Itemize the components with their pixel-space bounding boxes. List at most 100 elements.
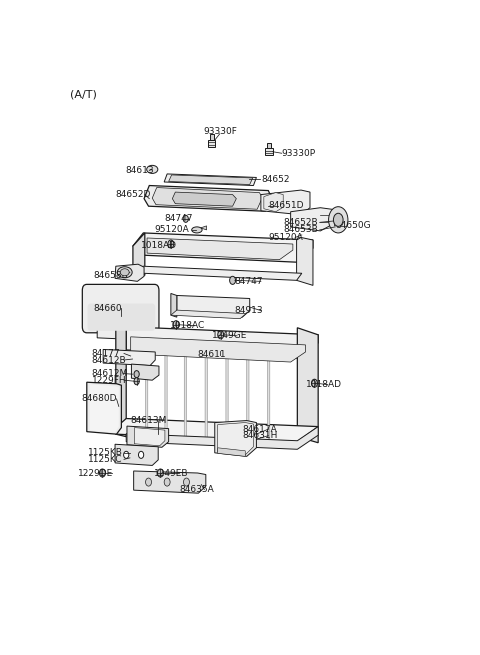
Circle shape: [145, 478, 152, 486]
Text: 84612M: 84612M: [92, 369, 128, 378]
Text: 1229DE: 1229DE: [78, 468, 113, 477]
Polygon shape: [201, 226, 206, 230]
Text: 84658B: 84658B: [94, 271, 128, 280]
Polygon shape: [215, 421, 256, 457]
Circle shape: [183, 215, 188, 222]
Text: 1229FH: 1229FH: [92, 376, 126, 384]
Polygon shape: [133, 233, 313, 262]
Text: 84653B: 84653B: [283, 225, 318, 234]
Circle shape: [168, 240, 174, 248]
Polygon shape: [87, 383, 121, 434]
Text: 84652D: 84652D: [115, 190, 150, 199]
Polygon shape: [97, 327, 157, 341]
Polygon shape: [147, 238, 293, 259]
Polygon shape: [115, 444, 158, 466]
Polygon shape: [115, 264, 144, 282]
Circle shape: [173, 321, 179, 329]
Polygon shape: [126, 327, 318, 358]
Text: 95120A: 95120A: [268, 233, 303, 242]
Ellipse shape: [117, 267, 132, 278]
Polygon shape: [131, 337, 305, 362]
Text: 1018AD: 1018AD: [305, 381, 341, 389]
Polygon shape: [265, 148, 273, 155]
Polygon shape: [133, 471, 206, 493]
Polygon shape: [152, 187, 263, 209]
Ellipse shape: [147, 165, 158, 174]
Polygon shape: [177, 295, 250, 317]
Text: 1018AC: 1018AC: [170, 321, 205, 330]
Text: 84913: 84913: [234, 306, 263, 315]
Text: 84177: 84177: [92, 349, 120, 358]
Polygon shape: [290, 208, 335, 231]
Polygon shape: [267, 143, 271, 148]
Polygon shape: [297, 328, 318, 443]
Circle shape: [157, 469, 163, 477]
Polygon shape: [145, 354, 148, 440]
Text: 1249EB: 1249EB: [154, 468, 188, 477]
Polygon shape: [126, 426, 318, 449]
Polygon shape: [133, 266, 302, 280]
Text: 84612B: 84612B: [92, 356, 126, 365]
Text: 84651D: 84651D: [268, 201, 304, 210]
Text: 1125KC: 1125KC: [88, 455, 122, 464]
Polygon shape: [172, 192, 236, 206]
Polygon shape: [103, 349, 155, 365]
Polygon shape: [264, 193, 283, 212]
Polygon shape: [134, 428, 165, 446]
Polygon shape: [116, 419, 318, 441]
Polygon shape: [267, 354, 270, 440]
Text: 84747: 84747: [235, 277, 264, 286]
Polygon shape: [297, 238, 313, 286]
Circle shape: [183, 478, 190, 486]
Text: 84631H: 84631H: [242, 431, 277, 440]
Text: (A/T): (A/T): [71, 90, 97, 100]
FancyBboxPatch shape: [87, 303, 155, 331]
Circle shape: [139, 451, 144, 458]
Text: 93330P: 93330P: [281, 149, 315, 158]
Circle shape: [99, 469, 106, 477]
Text: 84650G: 84650G: [335, 221, 371, 231]
Polygon shape: [218, 448, 245, 457]
Text: 84652: 84652: [261, 175, 289, 184]
Polygon shape: [226, 354, 228, 440]
Polygon shape: [218, 422, 253, 455]
Text: 84617A: 84617A: [242, 424, 277, 434]
FancyBboxPatch shape: [83, 284, 159, 333]
Polygon shape: [208, 140, 216, 147]
Circle shape: [134, 378, 139, 384]
Polygon shape: [210, 134, 214, 140]
Text: 84613M: 84613M: [130, 416, 166, 425]
Polygon shape: [184, 354, 186, 440]
Polygon shape: [133, 233, 145, 275]
Polygon shape: [171, 310, 246, 319]
Circle shape: [229, 276, 236, 284]
Polygon shape: [164, 174, 256, 185]
Polygon shape: [132, 364, 159, 380]
Text: 84613: 84613: [125, 166, 154, 175]
Polygon shape: [168, 175, 252, 185]
Ellipse shape: [120, 269, 129, 276]
Text: 84660: 84660: [94, 303, 122, 312]
Circle shape: [124, 451, 129, 458]
Text: 1018AD: 1018AD: [141, 240, 177, 250]
Circle shape: [164, 478, 170, 486]
Polygon shape: [247, 354, 249, 440]
Ellipse shape: [192, 227, 202, 233]
Circle shape: [334, 214, 343, 227]
Polygon shape: [127, 426, 168, 447]
Text: 84747: 84747: [164, 214, 192, 223]
Text: 84652B: 84652B: [283, 218, 318, 227]
Text: 84680D: 84680D: [82, 394, 117, 403]
Polygon shape: [90, 384, 119, 433]
Circle shape: [312, 379, 317, 387]
Text: 1249GE: 1249GE: [212, 331, 247, 341]
Polygon shape: [116, 325, 126, 437]
Circle shape: [329, 207, 348, 233]
Polygon shape: [171, 293, 177, 317]
Text: 1125KB: 1125KB: [88, 448, 123, 457]
Circle shape: [218, 331, 224, 339]
Polygon shape: [205, 354, 207, 440]
Text: 84635A: 84635A: [179, 485, 214, 494]
Text: 95120A: 95120A: [155, 225, 190, 234]
Polygon shape: [165, 354, 167, 440]
